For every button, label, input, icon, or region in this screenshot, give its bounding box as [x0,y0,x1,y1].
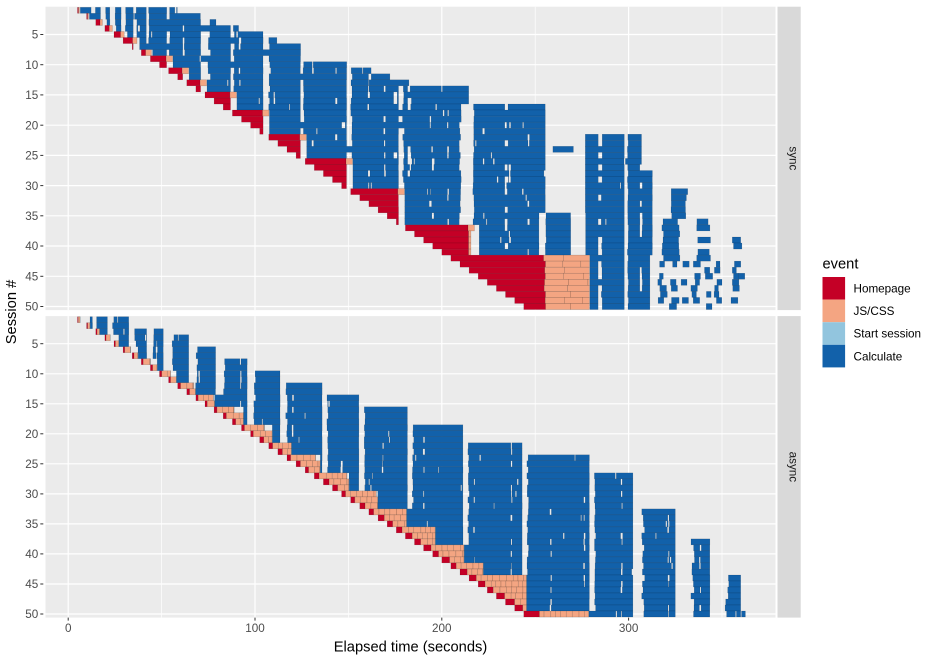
svg-text:5: 5 [32,338,39,351]
svg-text:JS/CSS: JS/CSS [854,305,895,318]
svg-text:Calculate: Calculate [854,350,903,363]
svg-text:40: 40 [25,240,39,253]
svg-text:20: 20 [25,428,39,441]
svg-text:sync: sync [787,146,800,170]
svg-text:300: 300 [619,622,639,635]
svg-text:35: 35 [25,210,39,223]
svg-text:30: 30 [25,488,39,501]
svg-text:50: 50 [25,608,39,621]
svg-text:Homepage: Homepage [854,283,911,296]
svg-text:35: 35 [25,518,39,531]
svg-text:40: 40 [25,548,39,561]
svg-text:20: 20 [25,119,39,132]
svg-text:45: 45 [25,271,39,284]
svg-text:5: 5 [32,29,39,42]
svg-text:0: 0 [65,622,72,635]
svg-text:45: 45 [25,578,39,591]
svg-text:50: 50 [25,301,39,314]
svg-text:30: 30 [25,180,39,193]
svg-text:Elapsed time (seconds): Elapsed time (seconds) [334,640,487,656]
svg-text:Session #: Session # [4,279,20,344]
svg-text:10: 10 [25,59,39,72]
svg-text:100: 100 [245,622,265,635]
svg-text:15: 15 [25,89,39,102]
svg-text:15: 15 [25,398,39,411]
svg-text:200: 200 [432,622,452,635]
svg-text:25: 25 [25,458,39,471]
svg-text:async: async [787,452,800,483]
svg-text:Start session: Start session [854,328,922,341]
svg-text:25: 25 [25,150,39,163]
svg-text:event: event [823,257,859,273]
svg-text:10: 10 [25,368,39,381]
